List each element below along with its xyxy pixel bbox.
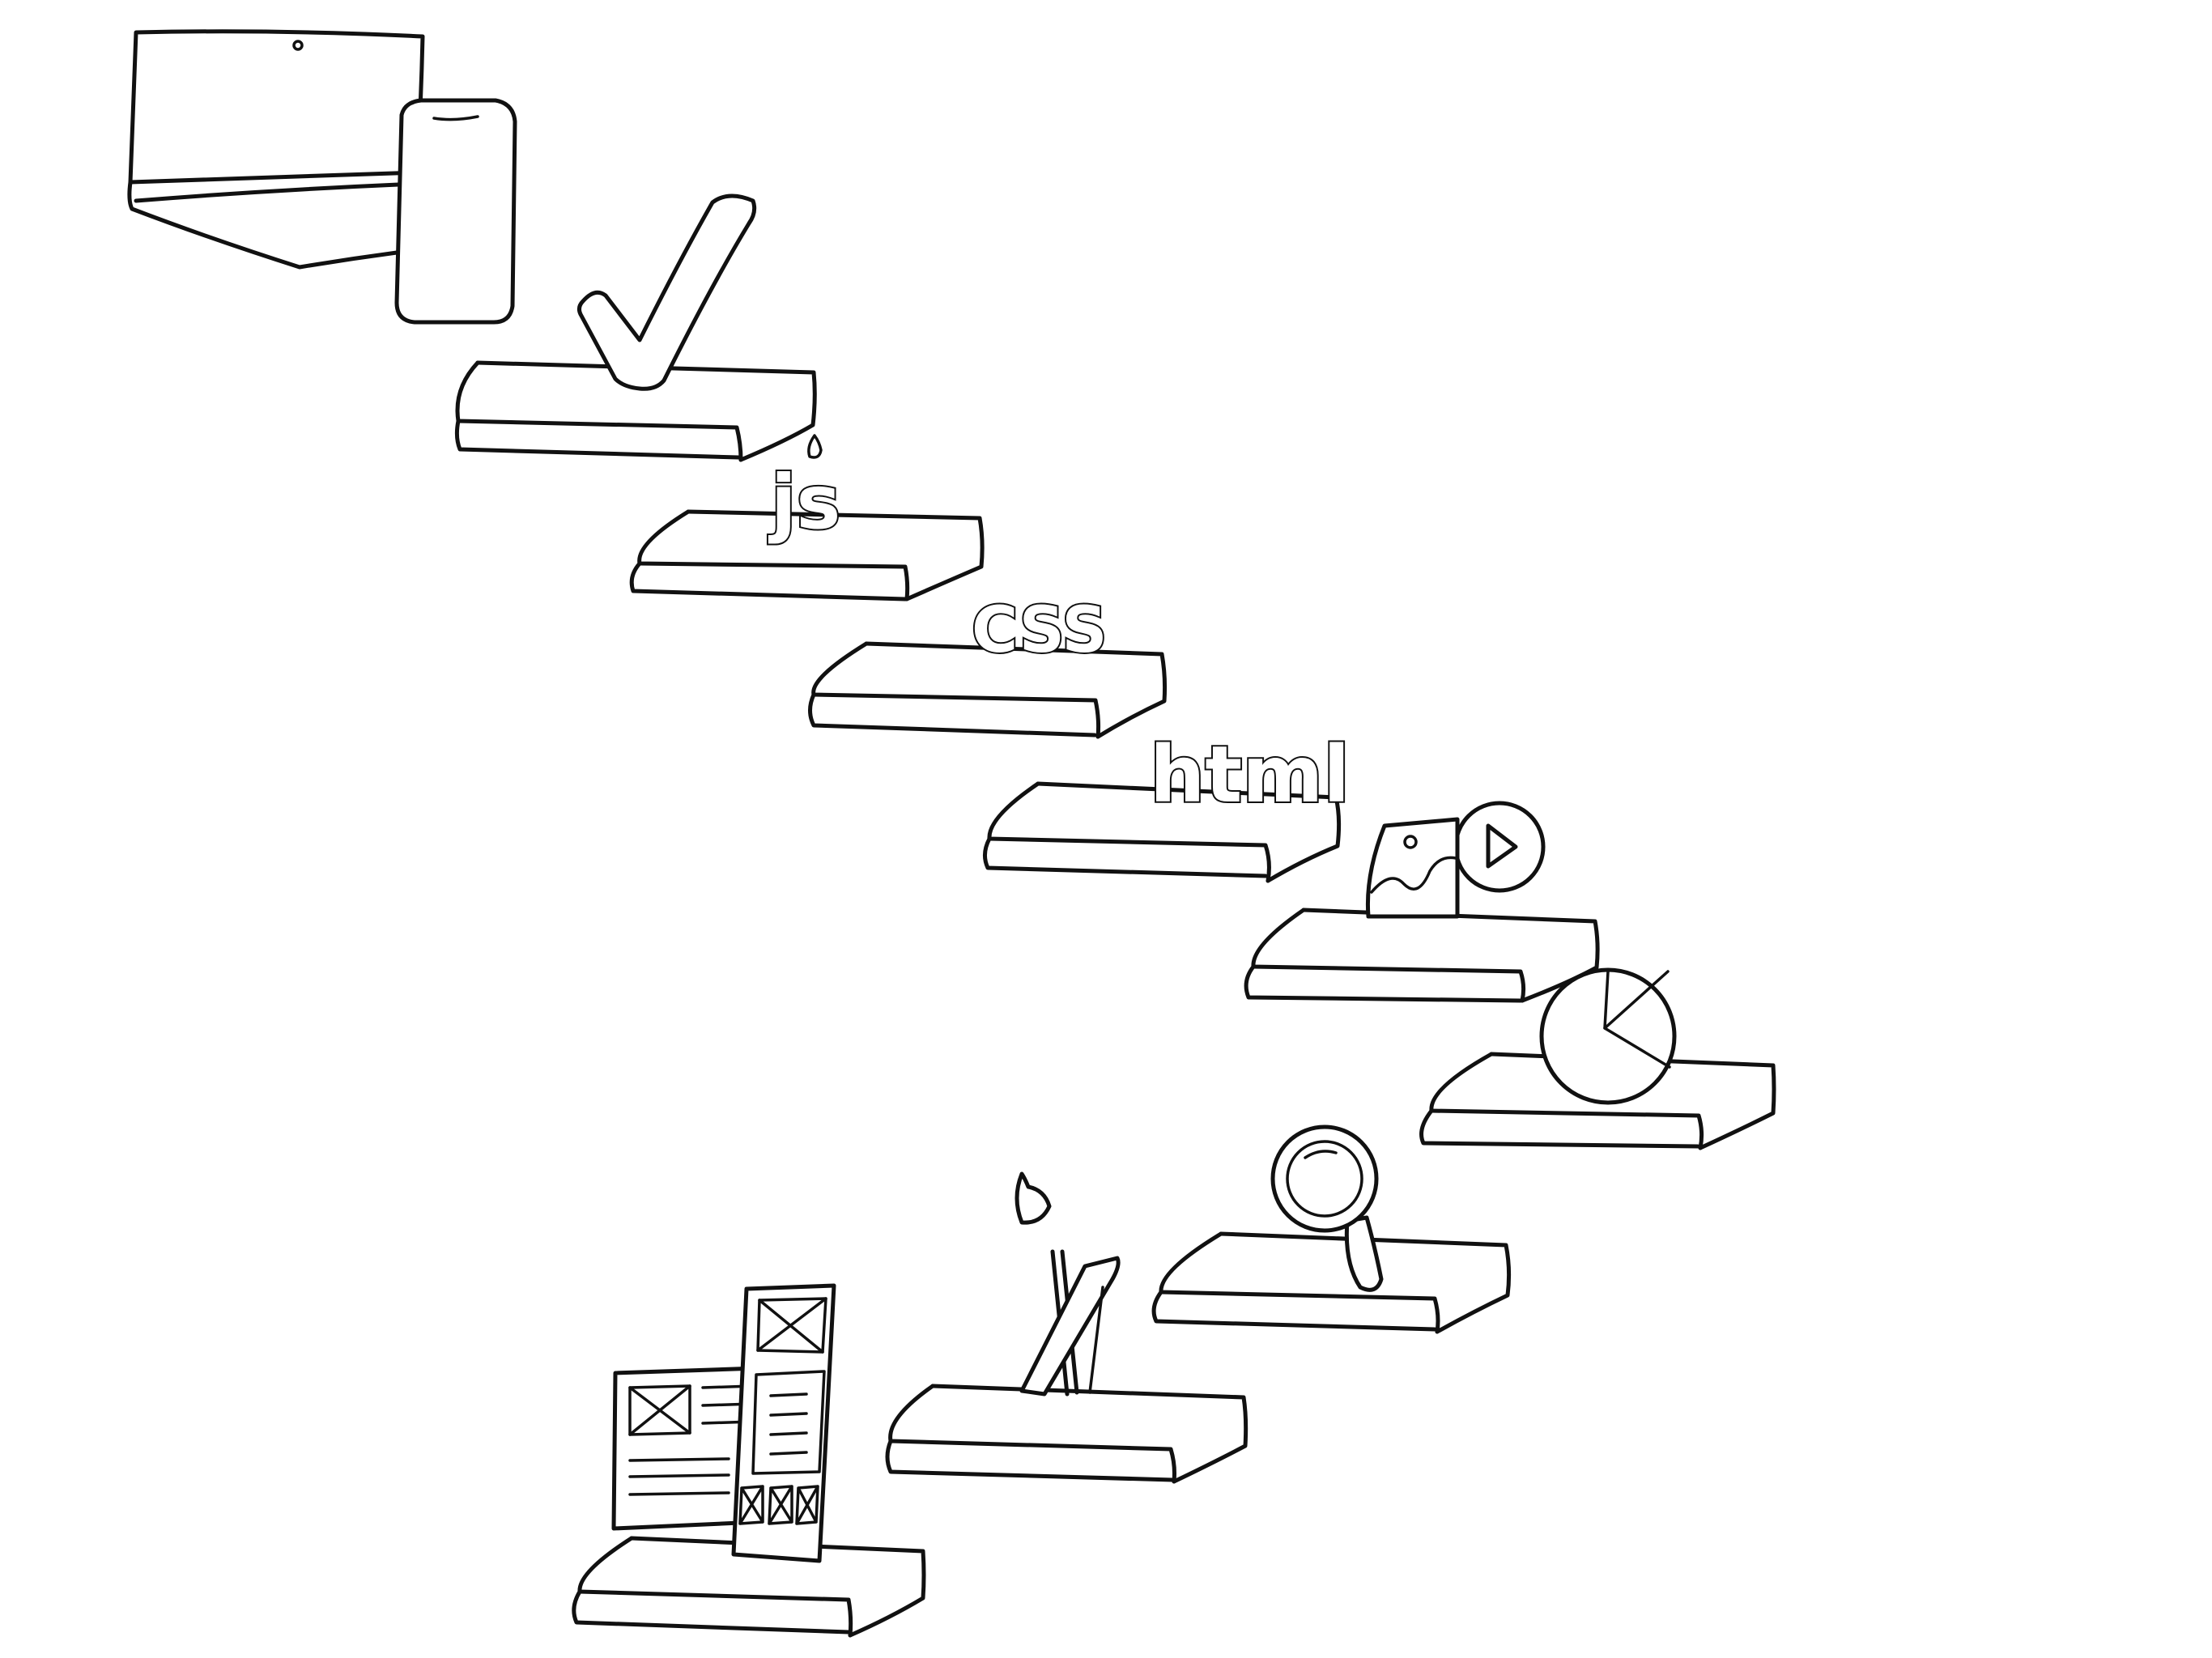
step-9 xyxy=(454,360,817,462)
step-2 xyxy=(885,1384,1249,1484)
svg-text:CSS: CSS xyxy=(972,594,1108,667)
wireframe-layout-icon xyxy=(611,1283,836,1563)
pencil-brush-icon xyxy=(1015,1171,1121,1397)
magnifier-icon xyxy=(1270,1124,1384,1292)
step-3 xyxy=(1151,1231,1512,1334)
step-1 xyxy=(572,1536,926,1638)
step-7 xyxy=(808,641,1168,739)
checkmark-icon xyxy=(576,193,757,391)
step-6 xyxy=(983,781,1342,883)
css-icon: CSS xyxy=(970,593,1109,669)
step-8 xyxy=(629,509,985,602)
step-5 xyxy=(1244,908,1600,1003)
laptop-and-phone-icon xyxy=(127,29,517,325)
step-4 xyxy=(1419,1052,1776,1150)
svg-text:js: js xyxy=(768,459,840,546)
svg-text:html: html xyxy=(1150,729,1350,820)
js-icon: js xyxy=(766,434,842,547)
image-play-media-icon xyxy=(1365,801,1546,919)
pie-chart-icon xyxy=(1539,967,1677,1105)
html-icon: html xyxy=(1148,728,1351,822)
